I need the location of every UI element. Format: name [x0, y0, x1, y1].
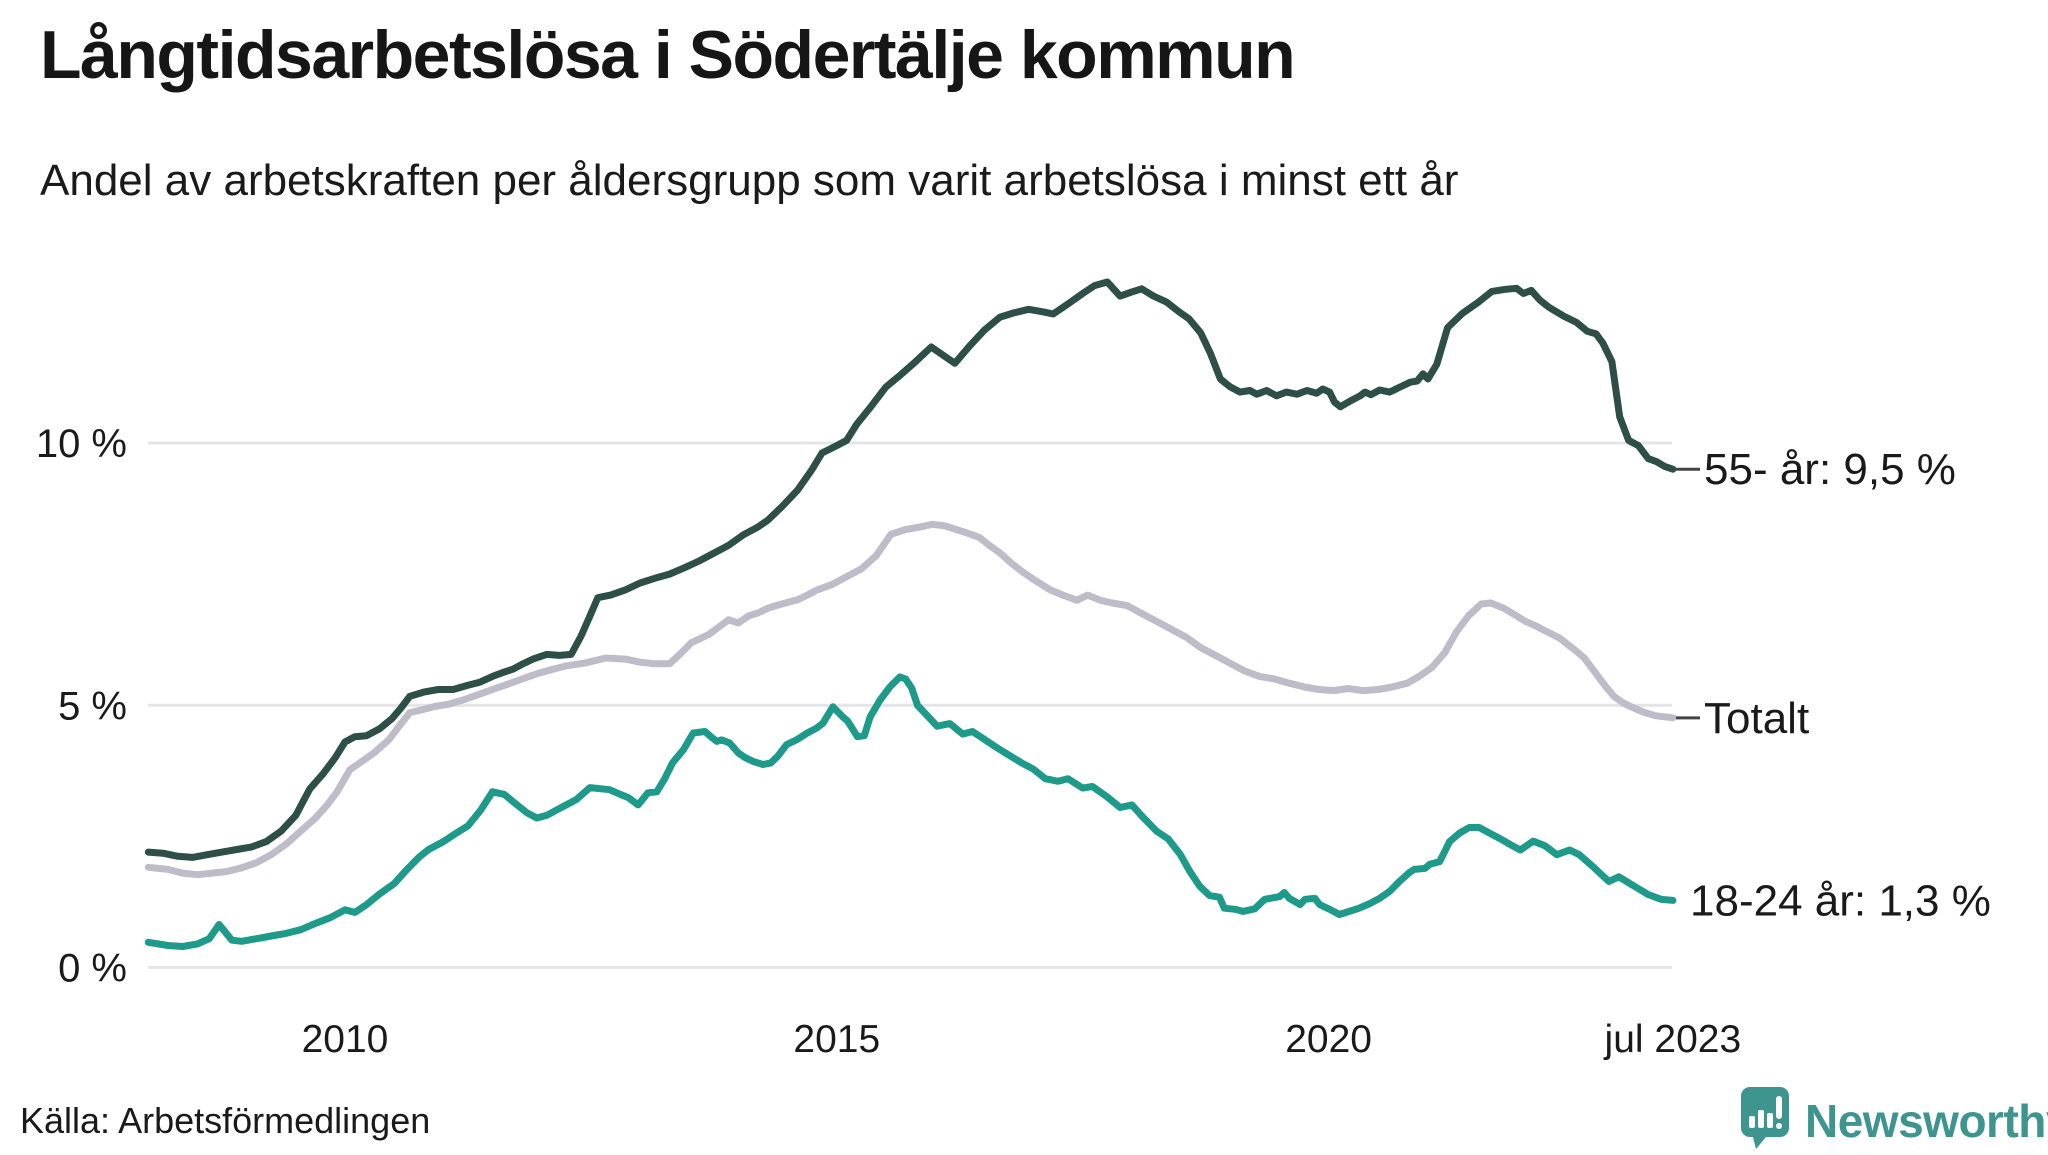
- chart-subtitle: Andel av arbetskraften per åldersgrupp s…: [40, 156, 1459, 205]
- page-title: Långtidsarbetslösa i Södertälje kommun: [40, 17, 1296, 93]
- x-axis-tick-label: 2010: [302, 1018, 389, 1061]
- series-end-label-55: 55- år: 9,5 %: [1704, 445, 1956, 494]
- y-axis-tick-label: 10 %: [36, 422, 127, 466]
- newsworthy-logo-text: Newsworthy: [1805, 1094, 2048, 1147]
- series-end-label-total: Totalt: [1704, 694, 1809, 743]
- series-line-18-24: [144, 673, 1677, 950]
- x-axis-tick-label: jul 2023: [1604, 1018, 1742, 1061]
- newsworthy-logo: Newsworthy: [1740, 1086, 2048, 1155]
- y-axis-tick-label: 5 %: [58, 684, 127, 728]
- source-note: Källa: Arbetsförmedlingen: [20, 1100, 431, 1141]
- series-line-total: [144, 520, 1677, 879]
- series-end-label-18-24: 18-24 år: 1,3 %: [1690, 876, 1991, 925]
- newsworthy-speech-bubble-bar-chart-icon: [1740, 1086, 1790, 1155]
- x-axis-tick-label: 2020: [1285, 1018, 1372, 1061]
- series-line-55: [144, 278, 1677, 861]
- y-axis-tick-label: 0 %: [58, 947, 127, 991]
- x-axis-tick-label: 2015: [793, 1018, 880, 1061]
